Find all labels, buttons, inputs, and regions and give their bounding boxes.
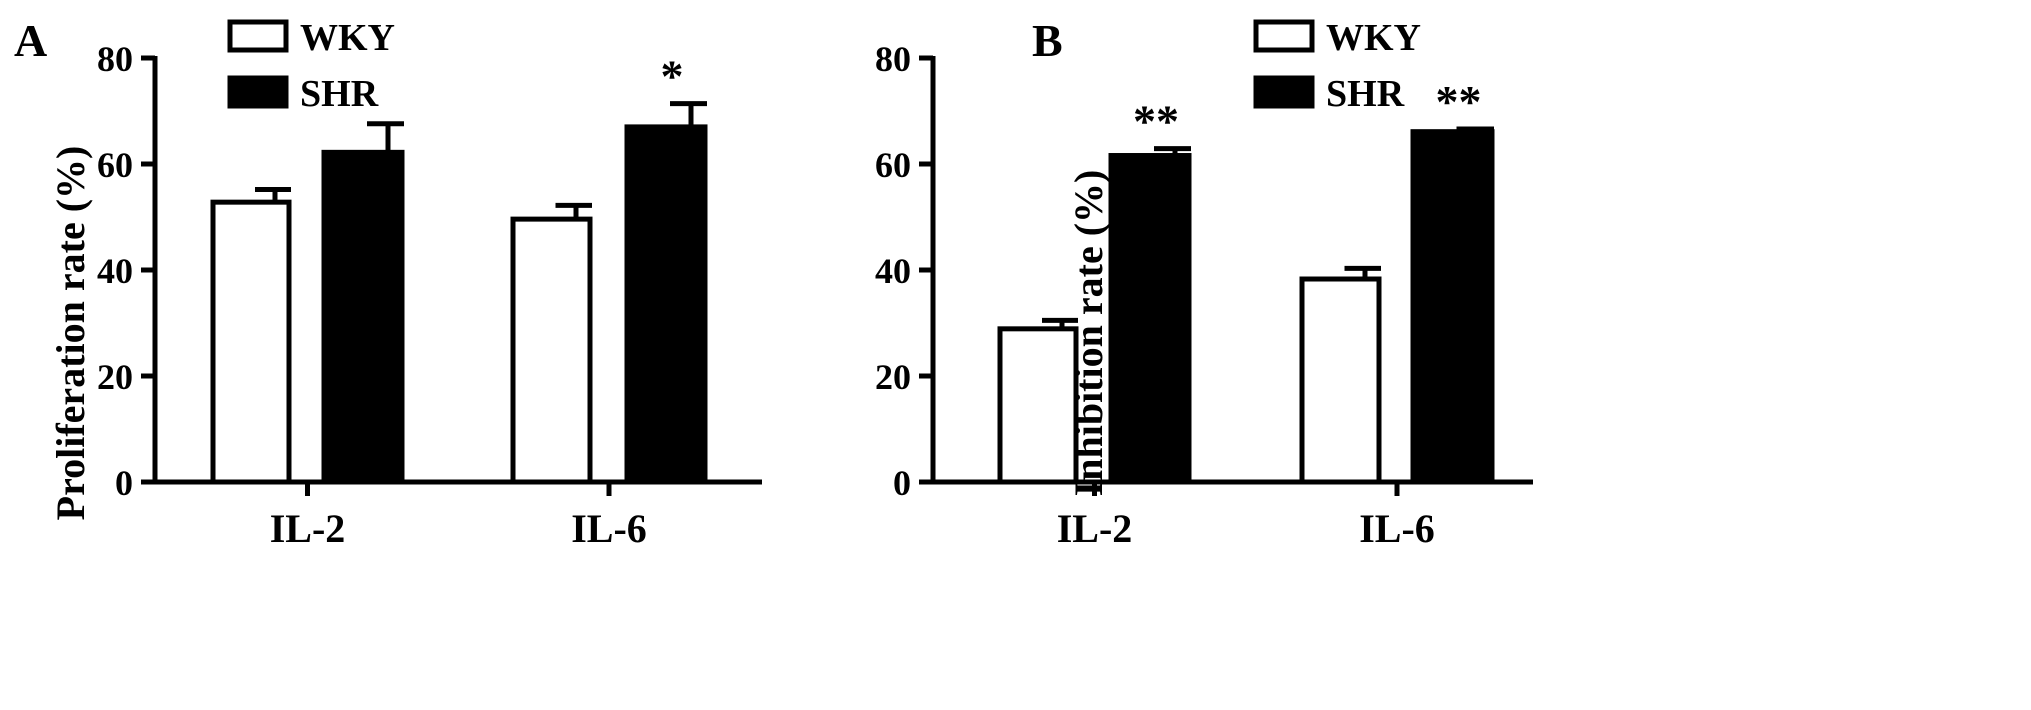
bar-a-shr-il-2 [321, 149, 405, 485]
significance-b-1: ** [1436, 76, 1482, 127]
x-tick-label-a-0: IL-2 [270, 506, 346, 551]
significance-b-0: ** [1133, 96, 1179, 147]
bar-a-shr-il-6 [624, 124, 708, 485]
x-tick-label-b-1: IL-6 [1359, 506, 1435, 551]
bar-b-shr-il-6 [1410, 129, 1495, 485]
y-tick-label-a-2: 40 [97, 251, 133, 291]
legend-label-shr-b: SHR [1326, 73, 1405, 115]
bar-b-wky-il-2 [997, 326, 1079, 485]
x-tick-label-b-0: IL-2 [1057, 506, 1133, 551]
legend-label-shr-a: SHR [300, 73, 379, 115]
y-tick-label-a-3: 60 [97, 145, 133, 185]
y-tick-label-a-0: 0 [115, 463, 133, 503]
panel-letter-a: A [14, 15, 47, 66]
legend-swatch-wky-b [1253, 19, 1315, 53]
axes-a: 0 20 40 60 80 * IL-2 IL-6 [97, 39, 762, 551]
significance-a-1: * [661, 51, 684, 102]
y-tick-label-a-4: 80 [97, 39, 133, 79]
panel-letter-b: B [1032, 15, 1063, 66]
y-tick-label-b-4: 80 [875, 39, 911, 79]
bar-b-shr-il-2 [1108, 153, 1192, 485]
legend-label-wky-b: WKY [1326, 17, 1421, 59]
y-tick-label-b-3: 60 [875, 145, 911, 185]
y-tick-label-a-1: 20 [97, 357, 133, 397]
legend-swatch-wky-a [227, 19, 289, 53]
legend-b: WKY SHR [1253, 17, 1421, 115]
axes-b: 0 20 40 60 80 ** ** IL-2 IL-6 [875, 39, 1533, 551]
legend-swatch-shr-a [227, 75, 289, 109]
bar-a-wky-il-6 [510, 216, 593, 485]
y-axis-label-a: Proliferation rate (%) [48, 146, 93, 521]
y-tick-label-b-0: 0 [893, 463, 911, 503]
bar-b-wky-il-6 [1299, 276, 1382, 485]
legend-a: WKY SHR [227, 17, 395, 115]
panel-a: A Proliferation rate (%) 0 20 40 60 80 * IL-2 I… [14, 15, 762, 551]
legend-swatch-shr-b [1253, 75, 1315, 109]
legend-label-wky-a: WKY [300, 17, 395, 59]
x-tick-label-a-1: IL-6 [571, 506, 647, 551]
bar-a-wky-il-2 [210, 199, 292, 485]
y-tick-label-b-1: 20 [875, 357, 911, 397]
y-tick-label-b-2: 40 [875, 251, 911, 291]
